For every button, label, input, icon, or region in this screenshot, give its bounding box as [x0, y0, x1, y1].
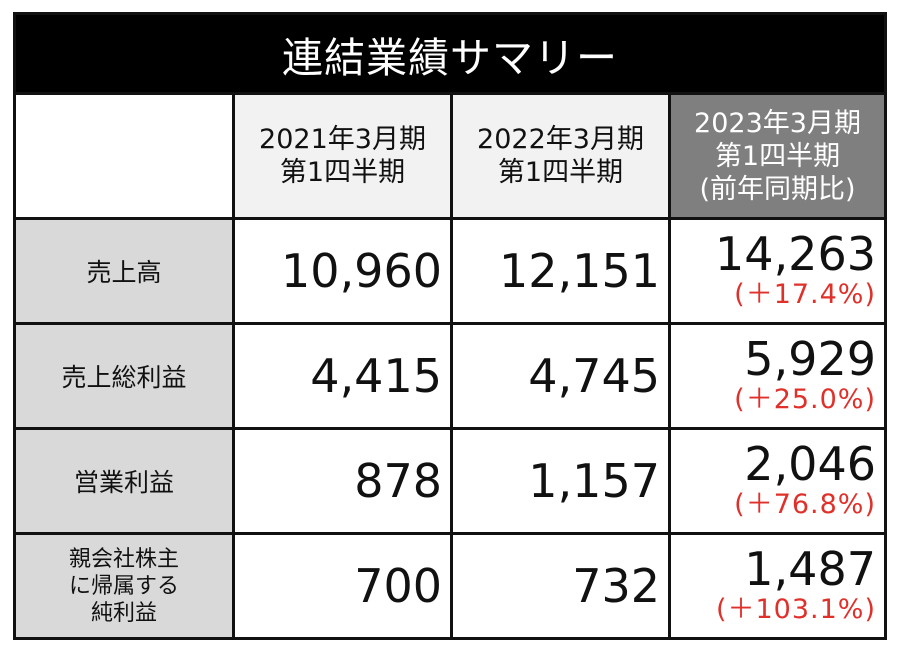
value-gross-profit-2023-amount: 5,929 — [744, 332, 876, 386]
value-operating-profit-2021: 878 — [235, 430, 450, 532]
value-gross-profit-2021: 4,415 — [235, 325, 450, 427]
value-operating-profit-2022: 1,157 — [453, 430, 668, 532]
row-label-net-income-line-2: に帰属する — [68, 573, 179, 599]
row-label-gross-profit: 売上総利益 — [16, 325, 232, 427]
value-gross-profit-2023: 5,929 (＋25.0%) — [671, 325, 884, 427]
column-header-2023-quarter: 第1四半期 — [714, 140, 841, 172]
value-net-income-2023: 1,487 (＋103.1%) — [671, 535, 884, 637]
value-net-sales-2021: 10,960 — [235, 220, 450, 322]
column-header-2023-period: 2023年3月期 — [694, 107, 861, 139]
column-header-2023-yoy-note: (前年同期比) — [699, 173, 856, 205]
value-net-income-2021: 700 — [235, 535, 450, 637]
row-label-operating-profit: 営業利益 — [16, 430, 232, 532]
row-label-net-income-attributable: 親会社株主 に帰属する 純利益 — [16, 535, 232, 637]
value-gross-profit-2022: 4,745 — [453, 325, 668, 427]
column-header-2021-period: 2021年3月期 — [259, 124, 426, 155]
value-net-income-2022: 732 — [453, 535, 668, 637]
summary-table: 連結業績サマリー 2021年3月期 第1四半期 2022年3月期 第1四半期 2… — [13, 12, 887, 640]
value-net-sales-yoy-change: (＋17.4%) — [734, 279, 876, 310]
value-operating-profit-yoy-change: (＋76.8%) — [734, 489, 876, 520]
column-header-2022-period: 2022年3月期 — [477, 124, 644, 155]
value-operating-profit-2023: 2,046 (＋76.8%) — [671, 430, 884, 532]
row-label-net-sales: 売上高 — [16, 220, 232, 322]
value-net-income-2023-amount: 1,487 — [744, 542, 876, 596]
value-gross-profit-yoy-change: (＋25.0%) — [734, 384, 876, 415]
value-operating-profit-2023-amount: 2,046 — [744, 437, 876, 491]
header-corner-cell — [16, 95, 232, 217]
column-header-2022-quarter: 第1四半期 — [497, 157, 624, 188]
row-label-net-income-line-1: 親会社株主 — [68, 546, 179, 572]
value-net-sales-2022: 12,151 — [453, 220, 668, 322]
table-title: 連結業績サマリー — [16, 15, 884, 92]
column-header-2021: 2021年3月期 第1四半期 — [235, 95, 450, 217]
value-net-sales-2023-amount: 14,263 — [715, 227, 876, 281]
column-header-2022: 2022年3月期 第1四半期 — [453, 95, 668, 217]
value-net-sales-2023: 14,263 (＋17.4%) — [671, 220, 884, 322]
value-net-income-yoy-change: (＋103.1%) — [715, 594, 876, 625]
row-label-net-income-line-3: 純利益 — [90, 600, 157, 626]
column-header-2023: 2023年3月期 第1四半期 (前年同期比) — [671, 95, 884, 217]
column-header-2021-quarter: 第1四半期 — [279, 157, 406, 188]
